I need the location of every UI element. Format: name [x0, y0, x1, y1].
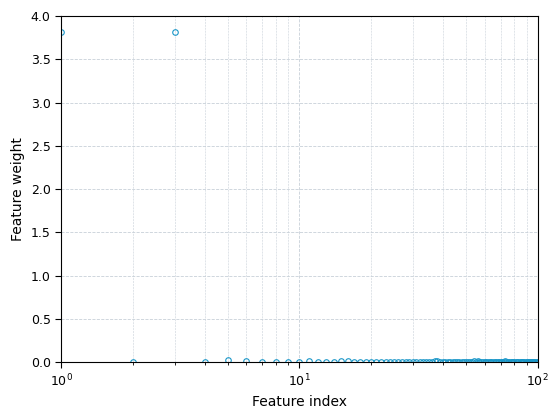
X-axis label: Feature index: Feature index — [252, 395, 347, 409]
Y-axis label: Feature weight: Feature weight — [11, 137, 25, 241]
